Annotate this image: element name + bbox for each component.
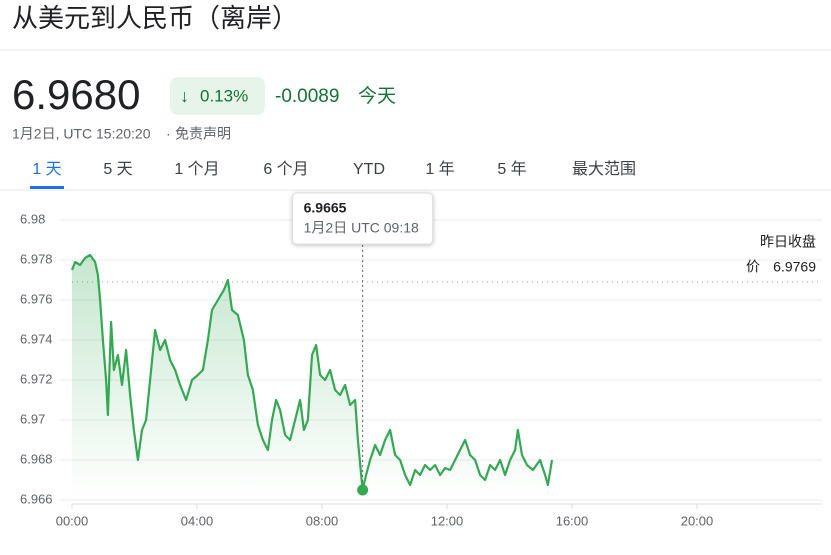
- tab[interactable]: 1 年: [425, 160, 454, 178]
- hover-point: [357, 484, 369, 496]
- y-tick-label: 6.974: [20, 331, 53, 346]
- previous-close-label: 昨日收盘: [760, 234, 816, 250]
- tooltip-value: 6.9665: [304, 200, 347, 216]
- area: [72, 255, 552, 500]
- tab[interactable]: 1 个月: [174, 160, 219, 178]
- change-percent: 0.13%: [200, 86, 248, 105]
- tab[interactable]: 5 年: [497, 160, 526, 178]
- title: 从美元到人民币（离岸）: [12, 3, 298, 33]
- x-tick-label: 20:00: [681, 513, 714, 528]
- tab[interactable]: 1 天: [32, 161, 61, 178]
- previous-close-label: 价: [746, 259, 760, 275]
- x-tick-label: 00:00: [56, 513, 89, 528]
- y-tick-label: 6.966: [20, 491, 53, 506]
- price: 6.9680: [12, 71, 140, 118]
- y-tick-label: 6.97: [20, 411, 45, 426]
- tab-underline: [30, 186, 64, 189]
- tooltip-time: 1月2日 UTC 09:18: [304, 220, 419, 236]
- y-tick-label: 6.972: [20, 371, 53, 386]
- tab[interactable]: YTD: [353, 161, 385, 178]
- line: [70, 253, 554, 492]
- separator: ·: [166, 126, 171, 142]
- y-tick-label: 6.98: [20, 211, 45, 226]
- tooltip: [292, 192, 434, 245]
- y-tick-label: 6.968: [20, 451, 53, 466]
- y-tick-label: 6.978: [20, 251, 53, 266]
- previous-close-value: 6.9769: [773, 259, 816, 275]
- x-tick-label: 16:00: [556, 513, 589, 528]
- period: 今天: [358, 85, 396, 107]
- disclaimer[interactable]: 免责声明: [175, 126, 231, 142]
- arrow-down: ↓: [180, 86, 189, 106]
- y-tick-label: 6.976: [20, 291, 53, 306]
- x-tick-label: 12:00: [431, 513, 464, 528]
- change: -0.0089: [275, 86, 339, 107]
- tab[interactable]: 6 个月: [263, 160, 308, 178]
- tab[interactable]: 5 天: [103, 161, 132, 178]
- x-tick-label: 08:00: [306, 513, 339, 528]
- tab[interactable]: 最大范围: [572, 160, 636, 178]
- x-tick-label: 04:00: [181, 513, 214, 528]
- change-badge: [170, 77, 265, 115]
- timestamp: 1月2日, UTC 15:20:20: [12, 126, 151, 142]
